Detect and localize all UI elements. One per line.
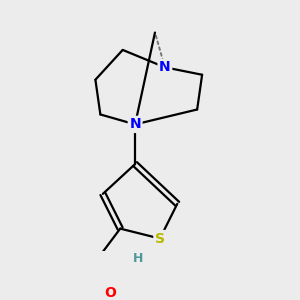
Text: N: N [129,117,141,131]
Text: S: S [155,232,165,245]
Text: O: O [104,286,116,300]
Text: N: N [159,60,171,74]
Text: H: H [133,252,143,265]
